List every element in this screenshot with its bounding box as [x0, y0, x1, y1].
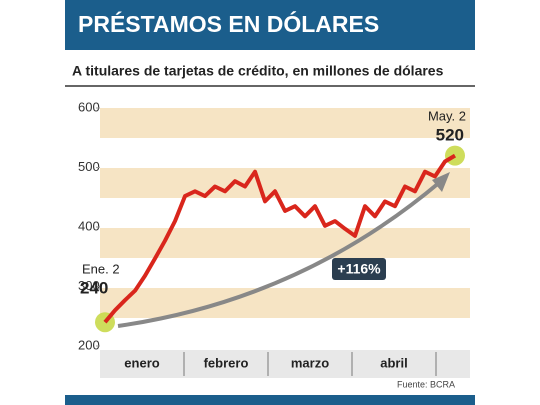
footer-bar — [65, 395, 475, 405]
background-bands — [100, 108, 470, 318]
source: Fuente: BCRA — [397, 379, 455, 389]
data-line — [103, 153, 457, 324]
x-tick-label: febrero — [204, 355, 249, 370]
start-date-label: Ene. 2 — [82, 261, 120, 276]
end-value-label: 520 — [436, 125, 464, 144]
band — [100, 108, 470, 138]
band — [100, 288, 470, 318]
y-tick-label: 200 — [78, 337, 100, 352]
title-banner — [65, 0, 475, 50]
y-tick-label: 300 — [78, 278, 100, 293]
x-tick-label: enero — [124, 355, 159, 370]
trend-arrowhead — [432, 172, 450, 192]
trend-arrow — [117, 180, 442, 328]
band — [100, 168, 470, 198]
chart-title: PRÉSTAMOS EN DÓLARES — [78, 10, 379, 37]
chart-subtitle: A titulares de tarjetas de crédito, en m… — [72, 63, 444, 79]
x-tick-label: marzo — [291, 355, 329, 370]
change-box — [332, 258, 386, 280]
y-tick-label: 500 — [78, 159, 100, 174]
start-value-label: 240 — [80, 278, 108, 297]
band — [100, 228, 470, 258]
y-tick-label: 600 — [78, 99, 100, 114]
x-tick-label: abril — [380, 355, 407, 370]
change-label: +116% — [337, 261, 381, 277]
y-tick-label: 400 — [78, 218, 100, 233]
month-band — [100, 350, 470, 378]
end-date-label: May. 2 — [428, 108, 466, 123]
